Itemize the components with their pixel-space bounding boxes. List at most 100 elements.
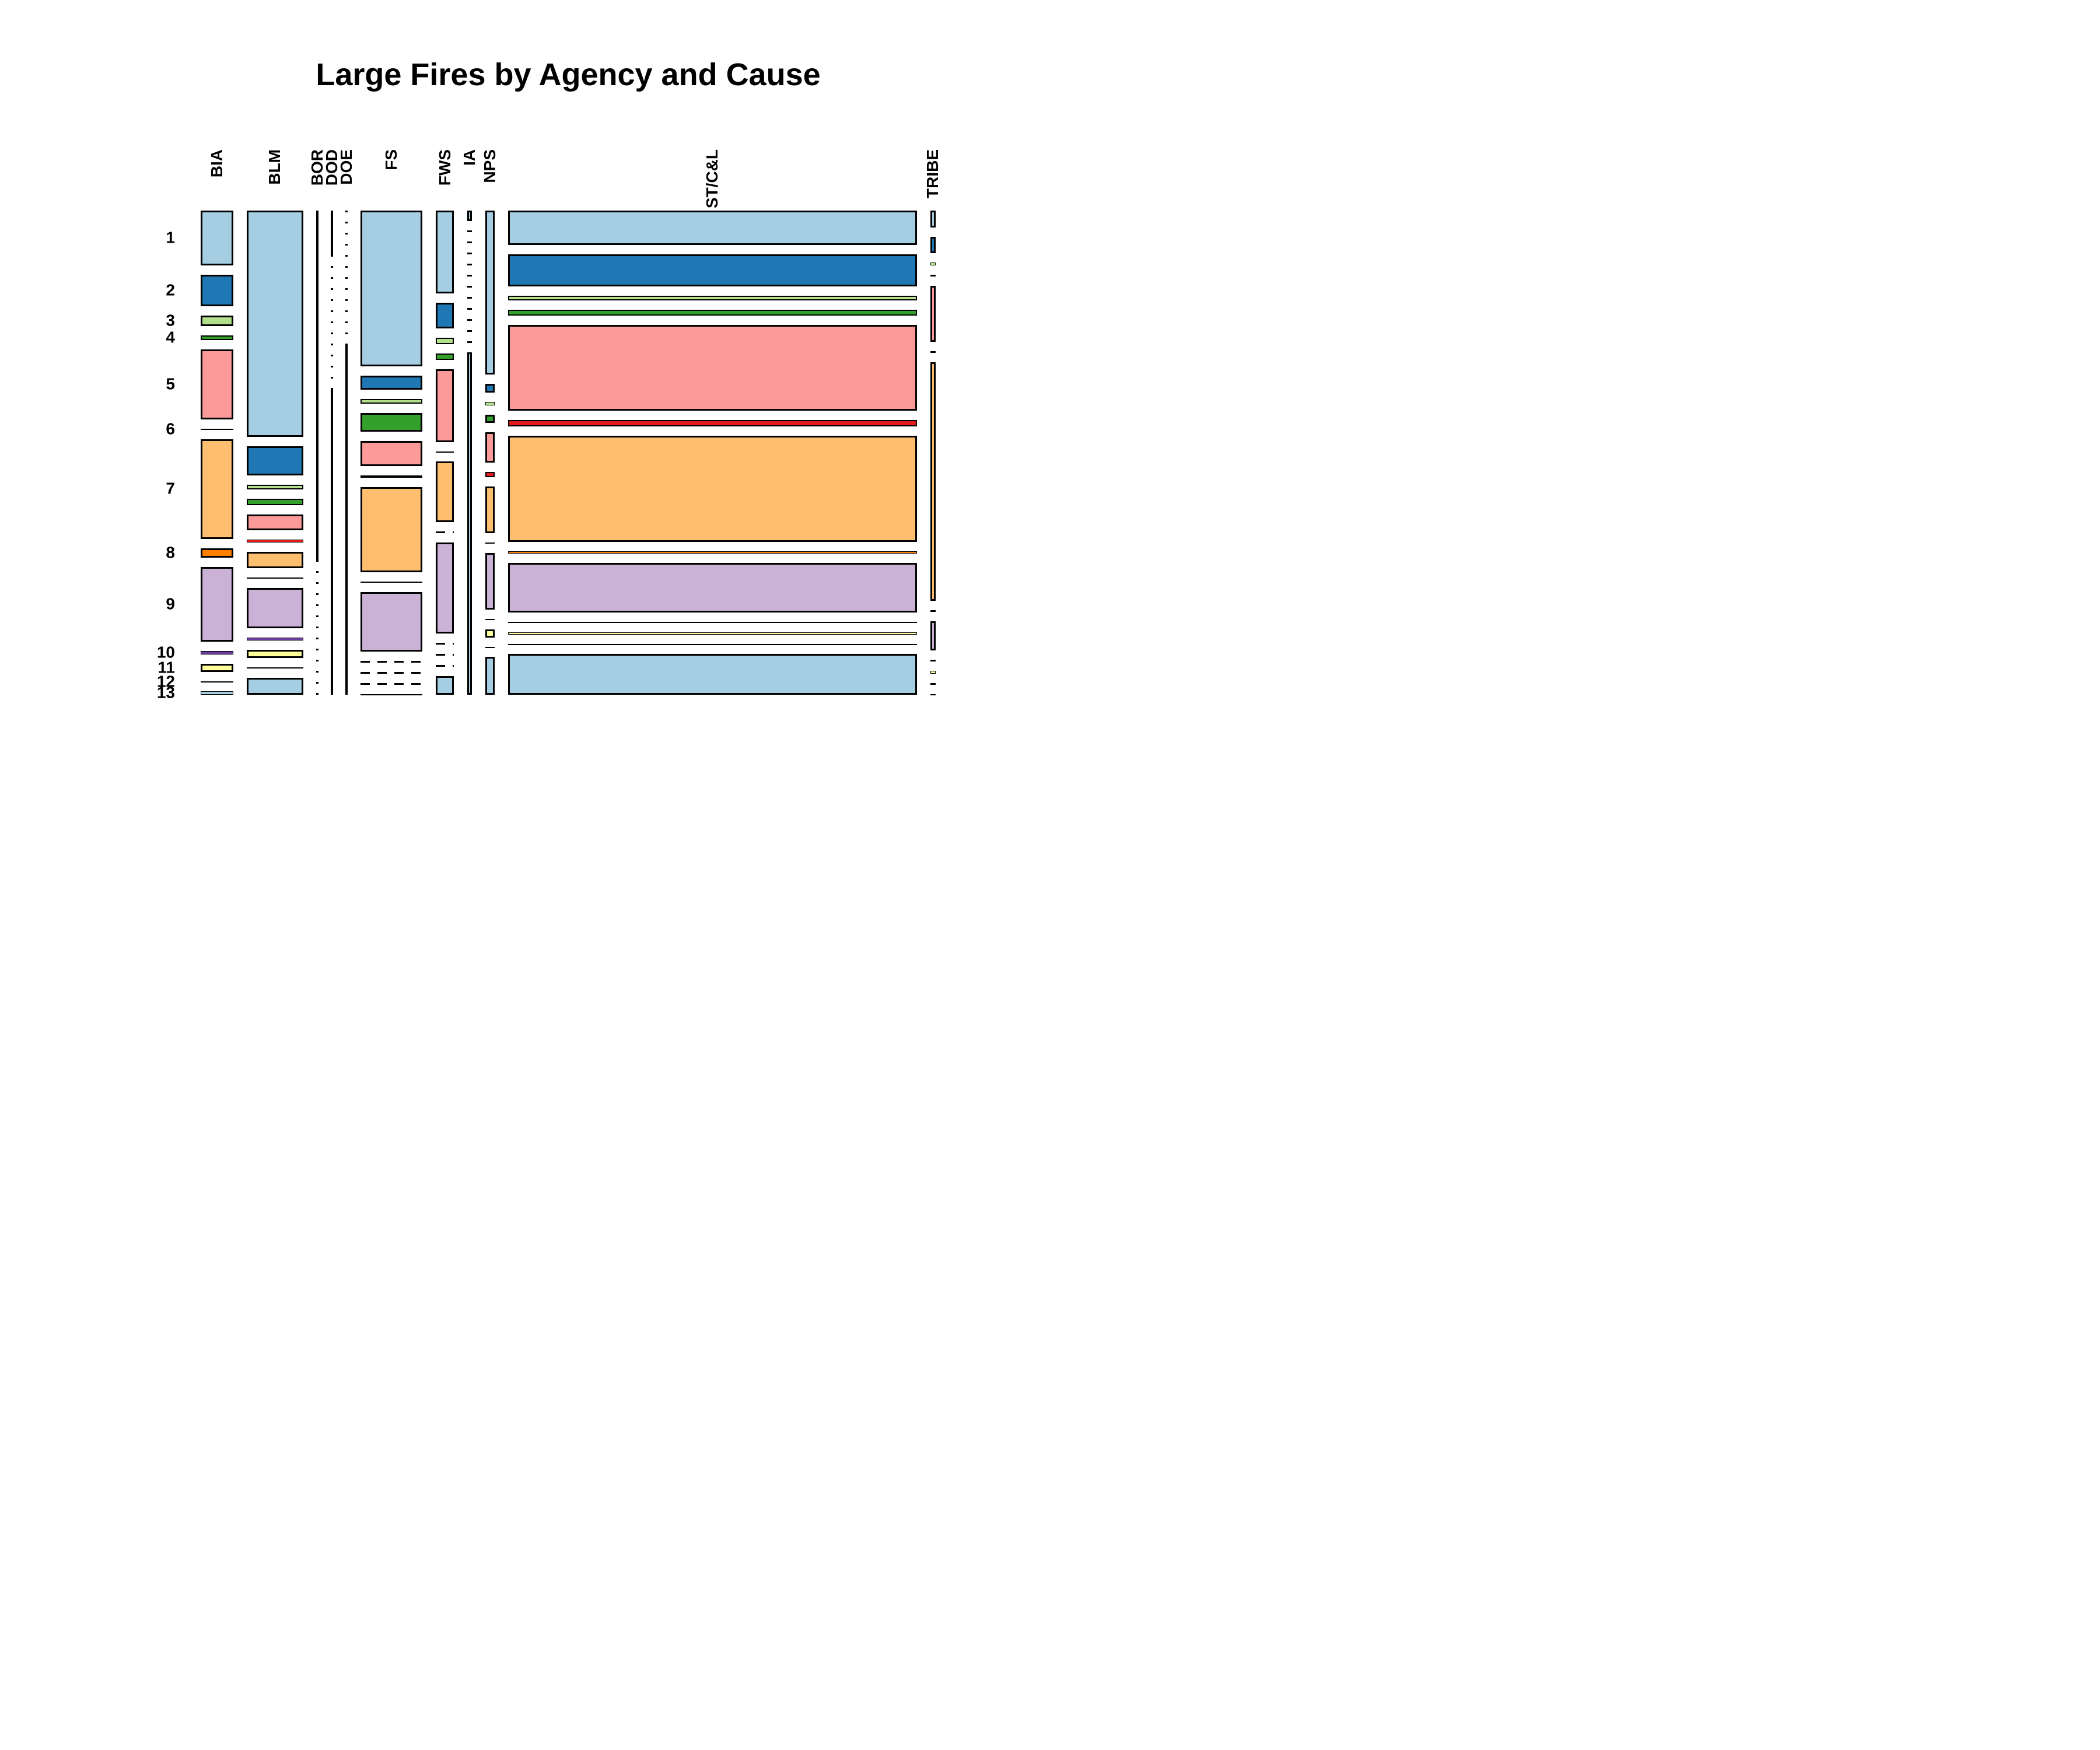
cell-fws-cause-6 [436,452,454,453]
cell-doe-cause-12 [345,332,348,334]
cell-st-c-l-cause-13 [508,654,917,695]
cell-st-c-l-cause-9 [508,563,917,612]
cell-tribe-cause-10 [930,660,936,662]
cell-fs-cause-12 [360,682,423,685]
cell-blm-cause-11 [246,650,304,659]
cell-doe-cause-1 [345,211,348,212]
cell-bia-cause-7 [201,439,233,539]
cell-nps-cause-5 [485,432,495,463]
cell-st-c-l-cause-2 [508,254,917,286]
cell-st-c-l-cause-11 [508,632,917,635]
cell-fws-cause-11 [436,654,454,656]
cell-doe-cause-2 [345,222,348,223]
cell-tribe-cause-12 [930,682,936,685]
column-fws [436,211,454,695]
cell-st-c-l-cause-3 [508,295,917,300]
column-st-c-l [508,211,917,695]
cell-ia-cause-8 [467,297,472,299]
cell-nps-cause-3 [485,401,495,405]
cell-fs-cause-11 [360,671,423,674]
mosaic-plot [201,211,936,695]
cell-dod-cause-7 [331,321,334,323]
column-fs [360,211,423,695]
cell-ia-cause-11 [467,330,472,332]
cell-bia-cause-4 [201,335,233,340]
cell-dod-cause-3 [331,276,334,279]
cell-fs-cause-9 [360,592,423,652]
cell-fws-cause-9 [436,542,454,634]
cell-ia-cause-5 [467,264,472,266]
cell-st-c-l-cause-12 [508,644,917,645]
cell-blm-cause-7 [246,552,304,568]
cell-blm-cause-6 [246,539,304,543]
cell-doe-cause-10 [345,310,348,312]
cell-nps-cause-13 [485,657,495,695]
cell-bor-cause-11 [316,671,319,673]
cell-nps-cause-2 [485,384,495,393]
cell-st-c-l-cause-10 [508,621,917,623]
cell-fws-cause-1 [436,211,454,294]
column-blm [246,211,304,695]
cell-ia-cause-1 [467,211,472,222]
cell-dod-cause-4 [331,288,334,290]
cell-tribe-cause-5 [930,285,936,342]
cell-fs-cause-4 [360,413,423,432]
cell-dod-cause-1 [331,211,334,257]
cell-fs-cause-5 [360,440,423,467]
cell-bia-cause-5 [201,349,233,420]
cell-st-c-l-cause-8 [508,551,917,554]
cell-tribe-cause-7 [930,362,936,601]
cell-bor-cause-10 [316,660,319,662]
cell-tribe-cause-2 [930,236,936,254]
cell-nps-cause-10 [485,619,495,621]
cell-tribe-cause-6 [930,351,936,353]
chart-canvas: Large Fires by Agency and Cause BIA BLM BO… [0,0,1050,875]
cell-blm-cause-9 [246,588,304,628]
column-label-nps: NPS [480,149,499,183]
cell-st-c-l-cause-4 [508,309,917,316]
cell-bia-cause-2 [201,275,233,307]
cell-nps-cause-9 [485,553,495,610]
cell-bia-cause-8 [201,548,233,558]
row-label-13: 13 [156,683,175,702]
cell-bia-cause-12 [201,681,233,682]
cell-ia-cause-9 [467,308,472,310]
cell-ia-cause-13 [467,352,472,695]
cell-dod-cause-12 [331,376,334,379]
column-nps [485,211,495,695]
cell-doe-cause-9 [345,299,348,301]
column-label-st-c-l: ST/C&L [703,149,722,209]
cell-doe-cause-13 [345,344,348,695]
column-label-bia: BIA [207,149,226,178]
cell-fs-cause-13 [360,694,423,695]
cell-tribe-cause-3 [930,262,936,265]
column-doe [345,211,348,695]
column-dod [331,211,334,695]
row-label-6: 6 [166,419,175,438]
cell-ia-cause-7 [467,286,472,288]
cell-bor-cause-12 [316,682,319,684]
column-label-fs: FS [382,149,401,170]
cell-doe-cause-3 [345,233,348,235]
cell-fs-cause-3 [360,398,423,404]
cell-blm-cause-12 [246,667,304,669]
row-label-8: 8 [166,543,175,562]
cell-bor-cause-9 [316,649,319,650]
cell-fws-cause-10 [436,643,454,645]
column-label-ia: IA [460,149,478,166]
cell-bor-cause-1 [316,211,319,562]
cell-dod-cause-9 [331,343,334,345]
cell-doe-cause-8 [345,288,348,290]
cell-bia-cause-9 [201,567,233,642]
cell-fs-cause-7 [360,487,423,572]
cell-nps-cause-6 [485,472,495,477]
cell-fws-cause-12 [436,665,454,667]
cell-doe-cause-6 [345,266,348,268]
cell-bor-cause-8 [316,638,319,639]
column-tribe [930,211,936,695]
cell-st-c-l-cause-7 [508,435,917,542]
column-bor [316,211,319,695]
cell-fws-cause-5 [436,369,454,443]
cell-nps-cause-8 [485,542,495,544]
row-label-1: 1 [166,228,175,247]
